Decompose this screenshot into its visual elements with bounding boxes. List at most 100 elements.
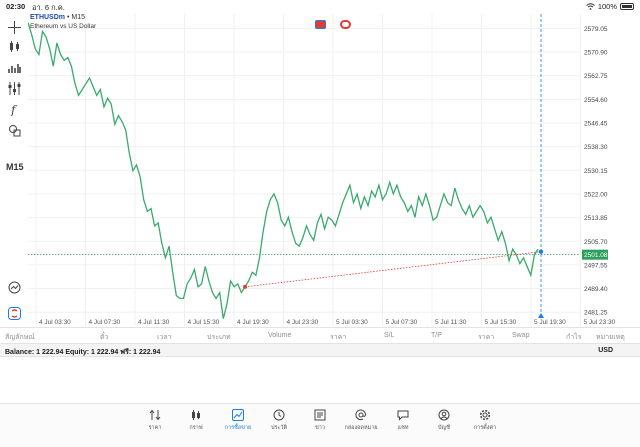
- balance-bar: Balance: 1 222.94 Equity: 1 222.94 ฟรี: …: [0, 343, 640, 357]
- y-tick-label: 2579.05: [584, 26, 608, 33]
- y-tick-label: 2513.85: [584, 215, 608, 222]
- col-comment: หมายเหตุ: [596, 334, 625, 341]
- symbol-timeframe: M15: [71, 14, 85, 21]
- chart-area[interactable]: 4 Jul 03:30 4 Jul 07:30 4 Jul 11:30 4 Jul 1…: [28, 14, 640, 326]
- col-volume: Volume: [268, 332, 292, 339]
- tab-label: ประวัติ: [270, 425, 288, 431]
- x-tick-label: 4 Jul 11:30: [138, 319, 170, 326]
- col-tp: T/P: [431, 332, 442, 339]
- col-time: เวลา: [157, 334, 172, 341]
- settings-sliders-tool[interactable]: [6, 81, 22, 95]
- balance-currency: USD: [598, 347, 613, 354]
- col-price-current: ราคา: [478, 334, 495, 341]
- current-price-tag: [582, 249, 608, 260]
- sliders-icon: [8, 81, 20, 95]
- status-bar: 02:30 อา. 6 ก.ค. 100%: [0, 0, 640, 13]
- shapes-icon: [8, 124, 20, 136]
- news-icon: [314, 409, 326, 421]
- y-tick-label: 2570.90: [584, 50, 608, 57]
- broker-tool[interactable]: [6, 306, 22, 320]
- y-tick-label: 2481.25: [584, 310, 608, 317]
- tab-settings[interactable]: การตั้งค่า: [465, 409, 505, 432]
- tab-account[interactable]: บัญชี: [424, 409, 464, 432]
- col-sl: S/L: [384, 332, 395, 339]
- function-icon: f: [10, 103, 18, 116]
- tab-history[interactable]: ประวัติ: [259, 409, 299, 432]
- tab-label: แชท: [397, 425, 409, 431]
- tab-mailbox[interactable]: กล่องจดหมาย: [341, 409, 381, 432]
- trend-circle-icon: [8, 281, 20, 293]
- crosshair-icon: [7, 20, 21, 34]
- battery-percent: 100%: [597, 2, 617, 11]
- col-price-open: ราคา: [330, 334, 347, 341]
- price-chart[interactable]: 4 Jul 03:30 4 Jul 07:30 4 Jul 11:30 4 Jul 1…: [28, 14, 640, 326]
- y-tick-label: 2562.75: [584, 73, 608, 80]
- x-tick-label: 5 Jul 15:30: [485, 319, 517, 326]
- tab-label: บัญชี: [438, 425, 450, 431]
- depth-of-market-icon[interactable]: [340, 20, 351, 29]
- one-click-trading-icon[interactable]: [315, 20, 326, 29]
- trade-chart-icon: [232, 409, 244, 421]
- tab-label: การตั้งค่า: [473, 425, 497, 431]
- tab-label: ข่าว: [315, 425, 325, 431]
- tab-quotes[interactable]: ราคา: [135, 409, 175, 432]
- chat-icon: [397, 410, 409, 421]
- at-mail-icon: [355, 409, 367, 421]
- tab-label: กราฟ: [189, 425, 203, 431]
- balance-text: Balance: 1 222.94 Equity: 1 222.94 ฟรี: …: [5, 349, 161, 356]
- function-tool[interactable]: f: [6, 102, 22, 116]
- trend-tool[interactable]: [6, 280, 22, 294]
- indicators-tool[interactable]: [6, 60, 22, 74]
- sort-arrows-icon: [149, 409, 161, 421]
- tab-chart[interactable]: กราฟ: [176, 409, 216, 432]
- status-time: 02:30: [6, 2, 26, 11]
- col-ticket: ตั๋ว: [100, 334, 109, 341]
- y-tick-label: 2530.15: [584, 168, 608, 175]
- y-tick-label: 2538.30: [584, 144, 608, 151]
- crosshair-point: [538, 249, 544, 254]
- x-tick-label: 5 Jul 07:30: [386, 319, 418, 326]
- col-type: ประเภท: [207, 334, 231, 341]
- tab-trade[interactable]: การซื้อขาย: [218, 409, 258, 432]
- trade-columns-header: สัญลักษณ์ ตั๋ว เวลา ประเภท Volume ราคา S…: [0, 327, 640, 343]
- crosshair-marker: [538, 313, 544, 318]
- x-tick-label: 4 Jul 15:30: [188, 319, 220, 326]
- candles-icon: [9, 40, 19, 52]
- bottom-tab-bar: ราคา กราฟ การซื้อขาย ประวัติ ข่าว กล่องจ…: [0, 403, 640, 447]
- objects-tool[interactable]: [6, 123, 22, 137]
- x-tick-label: 4 Jul 07:30: [89, 319, 121, 326]
- current-price-label: 2501.08: [584, 252, 608, 259]
- col-profit: กำไร: [566, 334, 582, 341]
- timeframe-button[interactable]: M15: [6, 162, 24, 172]
- broker-logo-icon: [7, 306, 21, 320]
- x-tick-label: 5 Jul 11:30: [435, 319, 467, 326]
- battery-icon: [620, 3, 634, 10]
- y-tick-label: 2505.70: [584, 239, 608, 246]
- tab-news[interactable]: ข่าว: [300, 409, 340, 432]
- svg-text:f: f: [10, 103, 18, 116]
- crosshair-tool[interactable]: [6, 20, 22, 34]
- y-tick-label: 2546.45: [584, 120, 608, 127]
- y-tick-label: 2497.55: [584, 262, 608, 269]
- status-right: 100%: [585, 2, 634, 11]
- account-icon: [438, 409, 450, 421]
- tab-chat[interactable]: แชท: [383, 409, 423, 432]
- clock-history-icon: [273, 409, 285, 421]
- y-tick-label: 2554.60: [584, 97, 608, 104]
- chart-type-tool[interactable]: [6, 39, 22, 53]
- x-tick-label: 5 Jul 19:30: [534, 319, 566, 326]
- symbol-name: ETHUSDm: [30, 14, 66, 21]
- wifi-icon: [585, 3, 595, 10]
- x-tick-label: 5 Jul 03:30: [336, 319, 368, 326]
- col-symbol: สัญลักษณ์: [5, 334, 35, 341]
- y-tick-label: 2489.40: [584, 286, 608, 293]
- trade-open-marker: [243, 284, 248, 289]
- tab-label: ราคา: [148, 425, 162, 431]
- bars-indicator-icon: [7, 63, 21, 73]
- x-tick-label: 4 Jul 23:30: [287, 319, 319, 326]
- chart-toolbar: f M15: [0, 14, 28, 326]
- x-tick-label: 5 Jul 23:30: [584, 319, 616, 326]
- col-swap: Swap: [512, 332, 530, 339]
- price-line: [28, 22, 539, 319]
- trade-connector-line: [244, 251, 542, 288]
